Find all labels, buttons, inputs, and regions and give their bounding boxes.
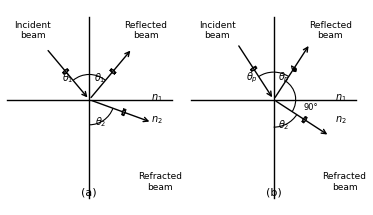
Text: $n_2$: $n_2$: [335, 114, 347, 126]
Text: $n_2$: $n_2$: [151, 114, 162, 126]
Text: $n_1$: $n_1$: [151, 92, 162, 104]
Text: $n_1$: $n_1$: [335, 92, 347, 104]
Text: (b): (b): [266, 188, 282, 198]
Text: Refracted
beam: Refracted beam: [322, 172, 366, 192]
Text: $\theta_1$: $\theta_1$: [62, 71, 74, 84]
Text: $\theta_2$: $\theta_2$: [278, 118, 290, 132]
Text: Reflected
beam: Reflected beam: [309, 21, 352, 40]
Text: 90°: 90°: [304, 103, 318, 112]
Text: Reflected
beam: Reflected beam: [124, 21, 167, 40]
Text: Incident
beam: Incident beam: [199, 21, 235, 40]
Text: $\theta_p$: $\theta_p$: [246, 71, 258, 85]
Text: $\theta_p$: $\theta_p$: [278, 71, 290, 85]
Text: $\theta_2$: $\theta_2$: [95, 115, 107, 129]
Text: Refracted
beam: Refracted beam: [138, 172, 182, 192]
Text: Incident
beam: Incident beam: [14, 21, 51, 40]
Text: (a): (a): [81, 188, 97, 198]
Text: $\theta_1$: $\theta_1$: [94, 71, 105, 84]
